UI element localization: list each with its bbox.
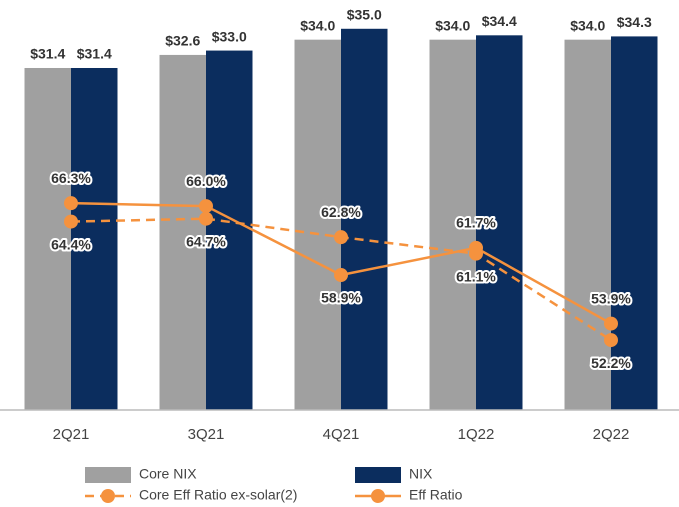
bar: [206, 50, 253, 410]
line-value-label: 52.2%: [591, 355, 631, 371]
bar: [24, 67, 71, 410]
x-tick-label: 3Q21: [188, 426, 225, 443]
line-marker: [334, 230, 348, 245]
bar: [476, 35, 523, 411]
line-value-label: 61.7%: [456, 215, 496, 231]
bar-value-label: $35.0: [347, 6, 382, 22]
line-value-label: 58.9%: [321, 290, 361, 306]
line-value-label: 62.8%: [321, 204, 361, 220]
bar: [71, 67, 118, 410]
line-value-label: 64.4%: [51, 236, 91, 252]
legend-label: Eff Ratio: [409, 487, 463, 503]
legend-label: Core Eff Ratio ex-solar(2): [139, 487, 297, 503]
bar-value-label: $31.4: [30, 46, 65, 62]
bar-value-label: $34.0: [300, 17, 335, 33]
legend-swatch: [85, 467, 131, 483]
bar: [429, 39, 476, 411]
line-marker: [64, 196, 78, 211]
legend-swatch-marker: [371, 489, 385, 503]
bar: [159, 54, 206, 411]
legend-label: NIX: [409, 466, 433, 482]
line-value-label: 66.3%: [51, 170, 91, 186]
line-value-label: 64.7%: [186, 233, 226, 249]
line-marker: [604, 333, 618, 348]
line-marker: [604, 316, 618, 331]
bar: [611, 36, 658, 410]
bar-value-label: $31.4: [77, 46, 112, 62]
line-marker: [64, 214, 78, 229]
legend-swatch: [355, 467, 401, 483]
x-tick-label: 4Q21: [323, 426, 360, 443]
line-value-label: 61.1%: [456, 268, 496, 284]
line-value-label: 53.9%: [591, 290, 631, 306]
bar-value-label: $32.6: [165, 33, 200, 49]
bar-value-label: $34.0: [570, 17, 605, 33]
legend-swatch-marker: [101, 489, 115, 503]
line-marker: [469, 240, 483, 255]
legend-label: Core NIX: [139, 466, 197, 482]
bar-value-label: $33.0: [212, 28, 247, 44]
bar: [294, 39, 341, 411]
line-marker: [199, 211, 213, 226]
x-tick-label: 1Q22: [458, 426, 495, 443]
bar-value-label: $34.4: [482, 13, 517, 29]
line-marker: [334, 268, 348, 283]
x-tick-label: 2Q22: [593, 426, 630, 443]
bar-value-label: $34.3: [617, 14, 652, 30]
x-tick-label: 2Q21: [53, 426, 90, 443]
bar: [564, 39, 611, 411]
line-marker: [199, 199, 213, 214]
line-value-label: 66.0%: [186, 173, 226, 189]
bar: [341, 28, 388, 410]
bar-value-label: $34.0: [435, 17, 470, 33]
